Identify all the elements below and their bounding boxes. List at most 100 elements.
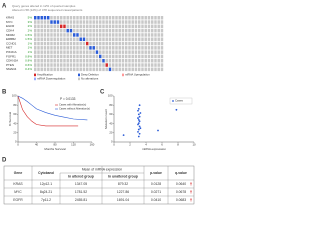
oncoprint-cell <box>95 37 99 41</box>
oncoprint-cell <box>69 63 73 67</box>
point <box>138 125 141 128</box>
oncoprint-cell <box>66 46 69 50</box>
oncoprint-cell <box>154 67 157 72</box>
oncoprint-cell <box>47 20 50 24</box>
oncoprint-cell <box>43 20 47 24</box>
oncoprint-cell <box>63 28 66 33</box>
oncoprint-cell <box>121 67 125 72</box>
oncoprint-cell <box>60 59 63 63</box>
oncoprint-cell <box>69 20 73 24</box>
oncoprint-cell <box>92 41 95 46</box>
oncoprint-cell <box>73 63 76 67</box>
oncoprint-cell <box>82 46 86 50</box>
oncoprint-cell <box>79 20 82 24</box>
oncoprint-cell <box>47 46 50 50</box>
table-cell: 7p11.2 <box>41 198 51 202</box>
oncoprint-cell <box>82 54 86 59</box>
oncoprint-cell <box>69 50 73 54</box>
oncoprint-cell <box>128 63 131 67</box>
gene-pct: 1% <box>28 41 33 45</box>
oncoprint-cell <box>66 59 69 63</box>
oncoprint-cell <box>99 33 102 37</box>
legend-swatch <box>34 73 36 77</box>
table-cell: 879.32 <box>118 182 128 186</box>
oncoprint-cell <box>60 37 63 41</box>
gene-name: MET <box>6 46 13 50</box>
legend-text: Cases with Alteration(s) <box>59 103 86 107</box>
oncoprint-cell <box>115 63 118 67</box>
oncoprint-cell <box>56 24 60 29</box>
oncoprint-cell <box>108 24 112 29</box>
point <box>139 127 142 130</box>
y-tick-label: 0 <box>111 140 113 144</box>
oncoprint-cell <box>154 63 157 67</box>
oncoprint-cell <box>134 63 138 67</box>
oncoprint-cell <box>40 54 43 59</box>
oncoprint-cell <box>43 67 47 72</box>
oncoprint-cell <box>60 50 63 54</box>
oncoprint-cell <box>47 67 50 72</box>
oncoprint-cell <box>82 37 86 41</box>
oncoprint-cell <box>144 46 147 50</box>
oncoprint-cell <box>147 20 151 24</box>
oncoprint-cell <box>108 41 112 46</box>
legend-swatch <box>34 77 36 81</box>
table-cell: 0.0678 <box>176 190 186 194</box>
gene-name: EGFR <box>6 24 15 28</box>
oncoprint-cell <box>141 63 144 67</box>
oncoprint-cell <box>160 67 164 72</box>
oncoprint-cell <box>121 63 125 67</box>
oncoprint-cell <box>50 46 53 50</box>
oncoprint-cell <box>66 16 69 20</box>
oncoprint-cell <box>47 59 50 63</box>
oncoprint-cell <box>144 16 147 20</box>
oncoprint-cell <box>76 28 79 33</box>
oncoprint-cell <box>66 63 69 67</box>
oncoprint-cell <box>82 16 86 20</box>
oncoprint-cell <box>138 33 141 37</box>
oncoprint-cell <box>160 41 164 46</box>
oncoprint-cell <box>105 41 108 46</box>
oncoprint-cell <box>125 20 128 24</box>
oncoprint-cell <box>40 16 43 20</box>
oncoprint-cell <box>160 16 164 20</box>
oncoprint-cell <box>118 46 121 50</box>
y-tick-label: 100 <box>12 94 17 98</box>
up-arrow <box>189 190 193 194</box>
oncoprint-cell <box>34 16 37 20</box>
oncoprint-cell <box>37 37 40 41</box>
oncoprint-cell <box>138 20 141 24</box>
oncoprint-cell <box>138 37 141 41</box>
oncoprint-cell <box>131 33 134 37</box>
oncoprint-cell <box>56 28 60 33</box>
gene-name: KRAS <box>6 16 14 20</box>
gene-name: MDM2 <box>6 33 15 37</box>
oncoprint-cell <box>82 59 86 63</box>
y-tick-label: 80 <box>13 103 17 107</box>
oncoprint-cell <box>95 33 99 37</box>
oncoprint-cell <box>43 24 47 29</box>
oncoprint-cell <box>105 63 108 67</box>
oncoprint-cell <box>73 50 76 54</box>
oncoprint-cell <box>89 46 92 50</box>
oncoprint-cell <box>73 41 76 46</box>
oncoprint-cell <box>95 28 99 33</box>
oncoprint-cell <box>138 59 141 63</box>
oncoprint-cell <box>125 50 128 54</box>
oncoprint-cell <box>63 33 66 37</box>
oncoprint-cell <box>115 54 118 59</box>
oncoprint-cell <box>89 67 92 72</box>
oncoprint-cell <box>144 67 147 72</box>
oncoprint-cell <box>151 16 154 20</box>
oncoprint-cell <box>121 24 125 29</box>
oncoprint-cell <box>47 54 50 59</box>
oncoprint-cell <box>66 50 69 54</box>
oncoprint-cell <box>56 46 60 50</box>
oncoprint-cell <box>76 20 79 24</box>
x-tick-label: 40 <box>35 143 39 147</box>
oncoprint-cell <box>131 50 134 54</box>
oncoprint-cell <box>82 41 86 46</box>
oncoprint-cell <box>95 41 99 46</box>
oncoprint-cell <box>131 67 134 72</box>
legend-swatch <box>78 73 80 77</box>
